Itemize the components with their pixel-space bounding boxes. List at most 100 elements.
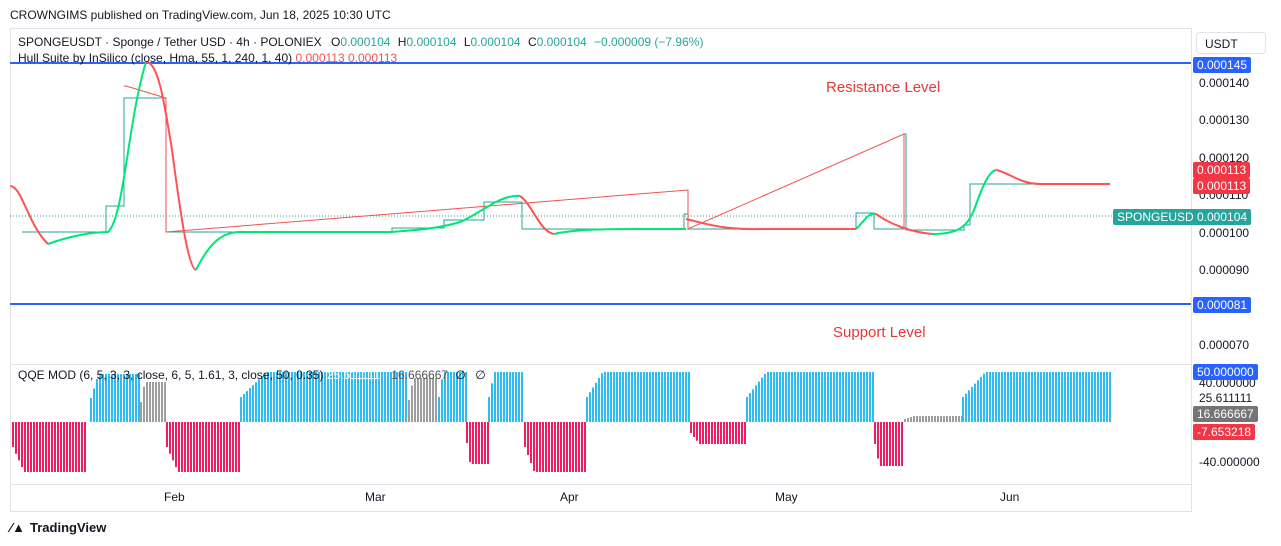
qqe-bar: [1028, 372, 1030, 422]
qqe-bar: [738, 422, 740, 444]
qqe-bar: [971, 386, 973, 422]
qqe-bar: [351, 372, 353, 422]
pane-divider[interactable]: [10, 364, 1191, 365]
qqe-bar: [968, 390, 970, 422]
qqe-bar: [1094, 372, 1096, 422]
qqe-bar: [339, 372, 341, 422]
price-tick: 0.000140: [1199, 76, 1250, 90]
qqe-bar: [232, 422, 234, 472]
qqe-bar: [300, 372, 302, 422]
qqe-bar: [779, 372, 781, 422]
qqe-bar: [551, 422, 553, 472]
qqe-bar: [866, 372, 868, 422]
qqe-bar: [111, 374, 113, 422]
qqe-bar: [770, 372, 772, 422]
qqe-bar: [321, 372, 323, 422]
qqe-bar: [548, 422, 550, 472]
qqe-bar: [637, 372, 639, 422]
qqe-bar: [931, 416, 933, 422]
qqe-bar: [622, 372, 624, 422]
qqe-bar: [640, 372, 642, 422]
qqe-bar: [276, 372, 278, 422]
qqe-bar: [521, 372, 523, 422]
qqe-tick: 25.611111: [1199, 391, 1253, 405]
tradingview-logo[interactable]: ⁄▲ TradingView: [10, 520, 106, 535]
qqe-bar: [208, 422, 210, 472]
qqe-bar: [105, 374, 107, 422]
qqe-bar: [791, 372, 793, 422]
tradingview-logo-icon: ⁄▲: [10, 520, 26, 535]
qqe-bar: [1001, 372, 1003, 422]
qqe-bar: [782, 372, 784, 422]
qqe-value-3: ∅: [455, 368, 466, 382]
qqe-bar: [84, 422, 86, 472]
qqe-bar: [625, 372, 627, 422]
qqe-bar: [140, 402, 142, 422]
qqe-bar: [767, 372, 769, 422]
qqe-bar: [123, 374, 125, 422]
qqe-bar: [462, 372, 464, 422]
qqe-bar: [342, 372, 344, 422]
qqe-bar: [536, 422, 538, 472]
hull-line-down-3: [519, 195, 555, 235]
hull-line-up-3: [553, 227, 687, 235]
qqe-bar: [679, 372, 681, 422]
qqe-bar: [992, 372, 994, 422]
qqe-bar: [285, 372, 287, 422]
hull-value-2: 0.000113: [348, 51, 398, 65]
qqe-bar: [1016, 372, 1018, 422]
qqe-bar: [895, 422, 897, 466]
qqe-bar: [554, 422, 556, 472]
qqe-bar: [249, 388, 251, 422]
qqe-bar: [869, 372, 871, 422]
qqe-bar: [664, 372, 666, 422]
qqe-bar: [21, 422, 23, 468]
qqe-bar: [318, 372, 320, 422]
support-annotation: Support Level: [833, 324, 926, 341]
qqe-bar: [907, 417, 909, 422]
qqe-bar: [214, 422, 216, 472]
symbol-legend[interactable]: SPONGEUSDT · Sponge / Tether USD · 4h · …: [18, 35, 703, 49]
qqe-bar: [613, 372, 615, 422]
qqe-bar: [983, 373, 985, 422]
qqe-bar: [465, 372, 467, 422]
qqe-value-2: 16.666667: [391, 368, 449, 382]
hull-legend[interactable]: Hull Suite by InSilico (close, Hma, 55, …: [18, 51, 397, 65]
qqe-bar: [705, 422, 707, 444]
qqe-bar: [883, 422, 885, 466]
qqe-bar: [226, 422, 228, 472]
qqe-bar: [904, 419, 906, 422]
qqe-bar: [181, 422, 183, 472]
qqe-bar: [45, 422, 47, 472]
qqe-bar: [375, 372, 377, 422]
time-axis-divider: [10, 484, 1191, 485]
qqe-bar: [220, 422, 222, 472]
qqe-bar: [187, 422, 189, 472]
publisher-caption: CROWNGIMS published on TradingView.com, …: [10, 8, 391, 22]
qqe-bar: [36, 422, 38, 472]
qqe-bar: [487, 422, 489, 464]
qqe-bar: [886, 422, 888, 466]
qqe-bar: [794, 372, 796, 422]
qqe-bar: [1103, 372, 1105, 422]
qqe-bar: [1025, 372, 1027, 422]
currency-selector[interactable]: USDT: [1196, 32, 1266, 54]
qqe-bar: [1100, 372, 1102, 422]
low-value: 0.000104: [470, 35, 521, 49]
qqe-bar: [998, 372, 1000, 422]
qqe-bar: [309, 372, 311, 422]
qqe-bar: [943, 416, 945, 422]
qqe-bar: [693, 422, 695, 437]
qqe-bar: [172, 422, 174, 461]
qqe-bar: [282, 372, 284, 422]
qqe-bar: [601, 373, 603, 422]
qqe-bar: [27, 422, 29, 472]
qqe-bar: [607, 372, 609, 422]
qqe-bar: [696, 422, 698, 441]
qqe-bar: [42, 422, 44, 472]
qqe-legend[interactable]: QQE MOD (6, 5, 3, 3, close, 6, 5, 1.61, …: [18, 368, 486, 382]
qqe-bar: [726, 422, 728, 444]
qqe-bar: [830, 372, 832, 422]
qqe-bar: [24, 422, 26, 472]
